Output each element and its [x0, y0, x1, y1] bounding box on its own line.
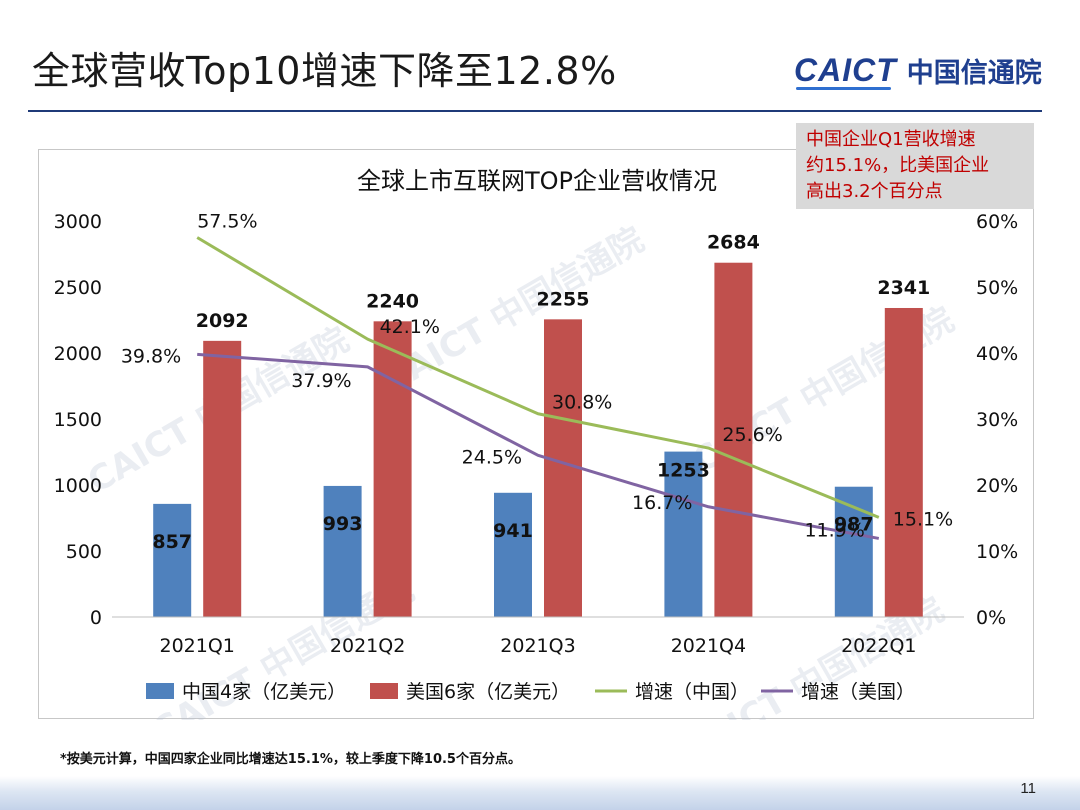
bar-china: [323, 485, 362, 617]
callout-box: 中国企业Q1营收增速 约15.1%，比美国企业 高出3.2个百分点: [796, 123, 1034, 209]
bar-label-china: 993: [323, 513, 363, 535]
line-label-us-growth: 39.8%: [121, 345, 181, 367]
y-axis-tick-label: 0: [90, 607, 102, 629]
y-axis-tick-label: 500: [66, 541, 102, 563]
bar-label-china: 857: [152, 531, 192, 553]
y-axis-tick-label: 2000: [54, 343, 102, 365]
line-label-china-growth: 57.5%: [197, 211, 257, 233]
bar-china: [664, 451, 703, 617]
slide-title: 全球营收Top10增速下降至12.8%: [32, 49, 617, 93]
callout-line: 约15.1%，比美国企业: [806, 155, 990, 176]
legend-swatch: [370, 683, 398, 699]
legend-label: 增速（美国）: [801, 681, 915, 703]
chart-frame: CAICT 中国信通院 CAICT 中国信通院 CAICT 中国信通院 CAICT 中…: [38, 149, 1034, 720]
chart-title: 全球上市互联网TOP企业营收情况: [357, 167, 717, 195]
bar-label-us: 2092: [196, 310, 249, 332]
y2-axis-tick-label: 50%: [976, 277, 1018, 299]
x-axis-tick-label: 2021Q1: [159, 635, 234, 657]
x-axis-tick-label: 2021Q3: [500, 635, 575, 657]
caict-logo: CAICT 中国信通院: [794, 50, 1042, 90]
page-number: 11: [1020, 780, 1036, 797]
x-axis-tick-label: 2021Q4: [671, 635, 746, 657]
y2-axis-tick-label: 30%: [976, 409, 1018, 431]
line-label-us-growth: 24.5%: [462, 446, 522, 468]
bar-us: [714, 262, 753, 617]
bar-label-us: 2341: [877, 277, 930, 299]
y2-axis-tick-label: 40%: [976, 343, 1018, 365]
line-label-china-growth: 15.1%: [893, 508, 953, 530]
bar-label-china: 1253: [657, 460, 710, 482]
callout-line: 高出3.2个百分点: [806, 181, 943, 202]
footer-band: [0, 776, 1080, 810]
bar-label-us: 2240: [366, 290, 419, 312]
y2-axis-tick-label: 60%: [976, 211, 1018, 233]
y-axis-tick-label: 1500: [54, 409, 102, 431]
line-label-china-growth: 25.6%: [722, 424, 782, 446]
x-axis-tick-label: 2022Q1: [841, 635, 916, 657]
title-divider: [28, 110, 1042, 112]
line-china-growth: [196, 236, 880, 519]
bar-china: [494, 492, 532, 617]
y-axis-tick-label: 1000: [54, 475, 102, 497]
bar-china: [153, 503, 192, 617]
bar-us: [884, 307, 923, 617]
y-axis-tick-label: 3000: [54, 211, 102, 233]
legend-swatch: [146, 683, 174, 699]
logo-text: 中国信通院: [906, 57, 1042, 89]
line-label-us-growth: 16.7%: [632, 492, 692, 514]
line-label-china-growth: 30.8%: [552, 392, 612, 414]
bar-us: [373, 321, 412, 617]
line-label-china-growth: 42.1%: [380, 316, 440, 338]
legend-label: 美国6家（亿美元）: [406, 681, 570, 703]
line-label-us-growth: 37.9%: [291, 370, 351, 392]
legend-label: 增速（中国）: [635, 681, 749, 703]
bar-label-china: 941: [493, 520, 533, 542]
callout-line: 中国企业Q1营收增速: [806, 129, 976, 150]
legend-label: 中国4家（亿美元）: [182, 681, 346, 703]
bar-label-us: 2684: [707, 232, 760, 254]
bar-us: [203, 340, 242, 617]
bar-label-china: 987: [834, 514, 874, 536]
y2-axis-tick-label: 0%: [976, 607, 1006, 629]
y2-axis-tick-label: 10%: [976, 541, 1018, 563]
x-axis-tick-label: 2021Q2: [330, 635, 405, 657]
line-us-growth: [197, 352, 880, 540]
logo-mark: CAICT: [794, 52, 897, 90]
y-axis-tick-label: 2500: [54, 277, 102, 299]
bar-label-us: 2255: [537, 288, 590, 310]
footnote: *按美元计算，中国四家企业同比增速达15.1%，较上季度下降10.5个百分点。: [60, 752, 521, 767]
line-label-us-growth: 11.9%: [804, 519, 864, 541]
y2-axis-tick-label: 20%: [976, 475, 1018, 497]
